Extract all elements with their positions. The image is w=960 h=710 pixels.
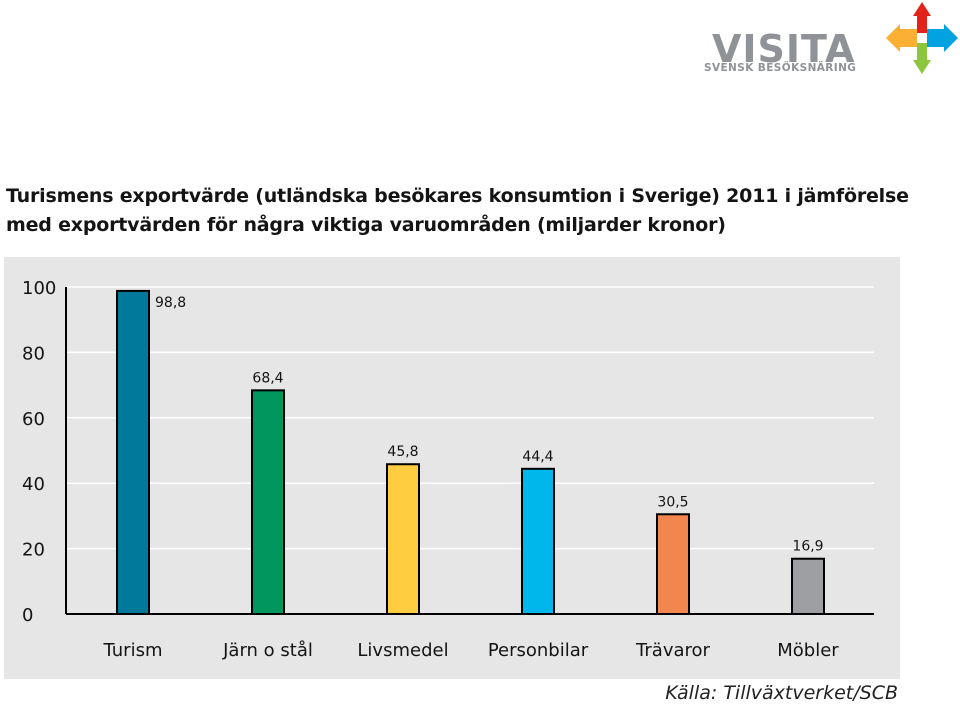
chart-title: Turismens exportvärde (utländska besökar…: [6, 185, 909, 236]
y-tick-label: 100: [22, 278, 56, 299]
data-label: 44,4: [522, 449, 553, 465]
logo-tagline: SVENSK BESÖKSNÄRING: [704, 62, 857, 74]
visita-logo: VISITA SVENSK BESÖKSNÄRING: [700, 0, 960, 80]
bar-turism: [116, 289, 150, 615]
x-tick-label: Personbilar: [488, 640, 589, 661]
bar-järn-o-stål: [251, 389, 285, 615]
bar-livsmedel: [386, 463, 420, 616]
bar-möbler: [791, 557, 825, 615]
y-tick-label: 80: [22, 343, 45, 364]
data-label: 98,8: [155, 295, 186, 311]
logo-wordmark: VISITA: [712, 27, 856, 71]
y-tick-label: 40: [22, 474, 45, 495]
x-tick-label: Möbler: [777, 640, 839, 661]
data-label: 30,5: [657, 494, 688, 510]
bar-trävaror: [656, 513, 690, 616]
y-tick-label: 20: [22, 540, 45, 561]
source-note: Källa: Tillväxtverket/SCB: [665, 682, 898, 704]
data-label: 45,8: [387, 444, 418, 460]
x-tick-label: Turism: [103, 640, 163, 661]
data-label: 68,4: [252, 370, 283, 386]
y-tick-label: 0: [22, 605, 33, 626]
x-tick-label: Järn o stål: [222, 640, 313, 661]
plot-background: [4, 257, 900, 679]
y-tick-label: 60: [22, 409, 45, 430]
data-label: 16,9: [792, 539, 823, 555]
x-tick-label: Livsmedel: [357, 640, 448, 661]
x-tick-label: Trävaror: [635, 640, 710, 661]
visita-cross-icon: [886, 2, 958, 74]
bar-personbilar: [521, 467, 555, 616]
